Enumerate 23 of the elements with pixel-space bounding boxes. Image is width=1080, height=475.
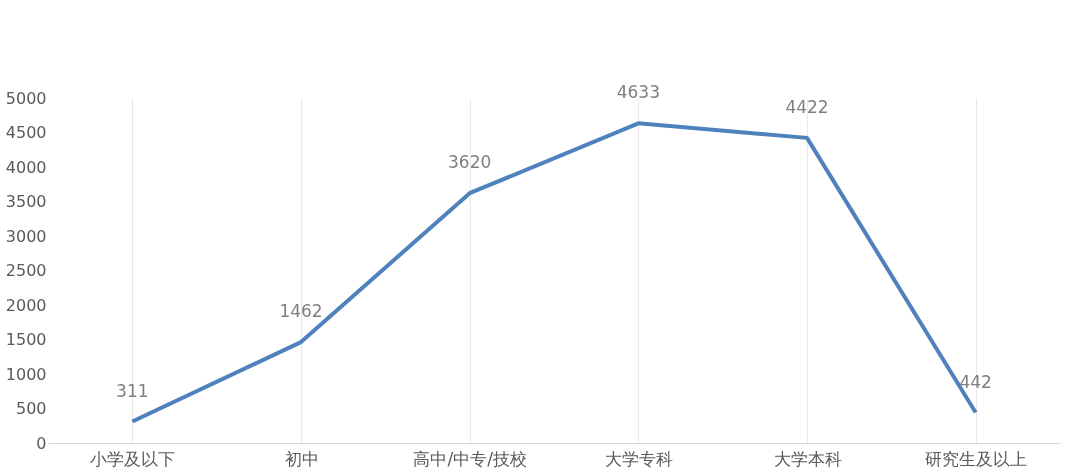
data-label: 4633 [616,82,660,103]
x-tick-label: 小学及以下 [90,448,176,469]
data-label: 3620 [448,152,492,173]
x-tick-label: 初中 [284,448,319,469]
x-tick-label: 研究生及以上 [925,448,1028,469]
y-tick-label: 500 [15,399,47,418]
y-tick-label: 0 [36,433,47,453]
x-tick-label: 大学专科 [604,448,673,469]
data-label: 4422 [785,96,829,117]
y-tick-label: 2500 [5,261,47,280]
y-tick-label: 4500 [5,123,47,142]
data-label: 311 [116,380,149,401]
x-tick-label: 高中/中专/技校 [413,448,527,469]
x-tick-label: 大学本科 [773,448,842,469]
y-tick-label: 1000 [5,364,47,384]
y-tick-label: 5000 [5,88,47,108]
y-tick-label: 3000 [5,226,47,246]
y-tick-label: 4000 [5,157,47,177]
y-tick-label: 1500 [5,330,47,349]
data-label: 442 [959,371,992,392]
data-label: 1462 [279,301,323,322]
y-tick-label: 2000 [5,295,47,315]
y-tick-label: 3500 [5,192,47,211]
